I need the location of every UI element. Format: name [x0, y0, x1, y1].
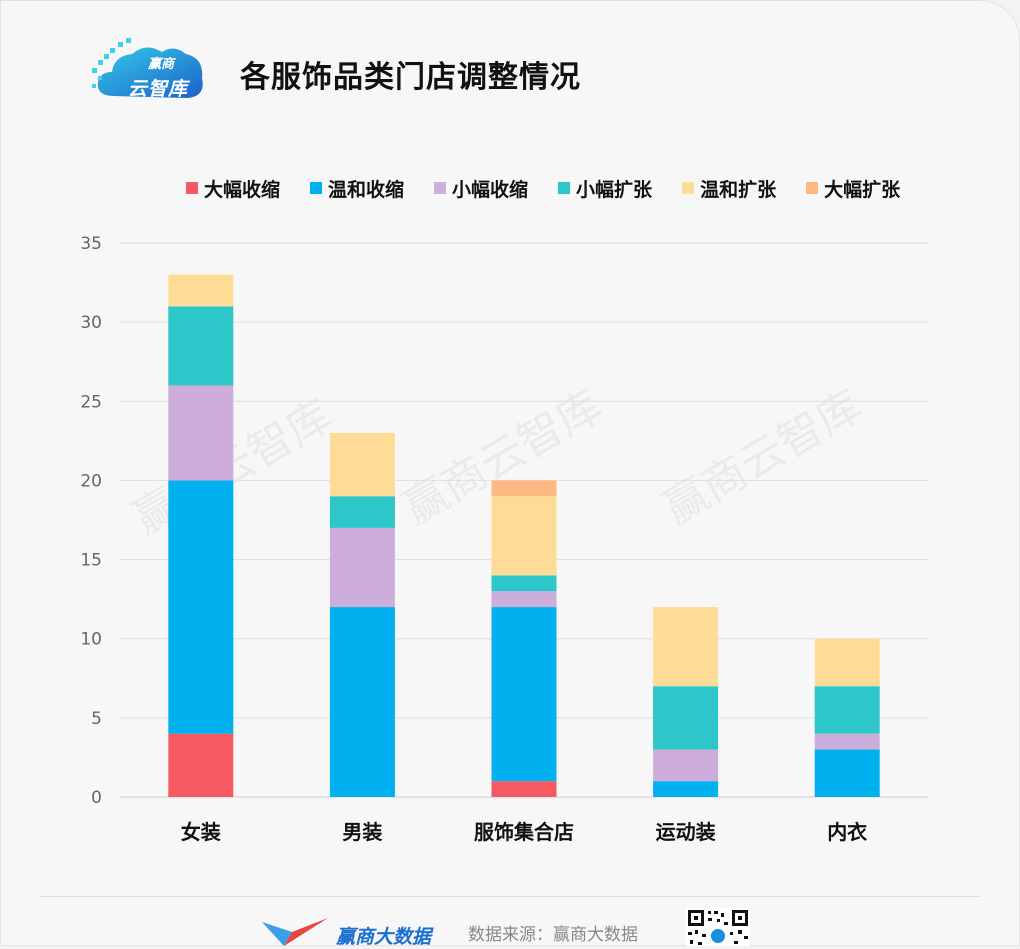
legend-label: 大幅扩张 [824, 178, 901, 201]
bar-segment [491, 781, 557, 797]
watermark-text: 赢商云智库 [655, 380, 871, 534]
legend-item-moderate-expand: 温和扩张 [682, 175, 776, 202]
bar-segment [168, 274, 234, 307]
chart-legend: 大幅收缩 温和收缩 小幅收缩 小幅扩张 温和扩张 大幅扩张 [186, 174, 900, 202]
bar-segment [491, 496, 557, 576]
bar-segment [653, 607, 719, 687]
y-tick-label: 20 [80, 471, 102, 491]
logo-text: 云智库 [128, 78, 189, 100]
legend-item-large-expand: 大幅扩张 [806, 175, 900, 202]
legend-swatch [682, 182, 695, 194]
bar-segment [491, 607, 557, 782]
legend-swatch [310, 182, 323, 194]
x-tick-label: 男装 [342, 820, 382, 844]
logo-sub-text: 赢商 [148, 57, 175, 72]
bar-segment [329, 432, 395, 497]
y-tick-label: 0 [91, 788, 102, 808]
bar-segment [168, 385, 234, 481]
footer-brand: 赢商大数据 [336, 926, 432, 948]
legend-item-moderate-shrink: 温和收缩 [310, 175, 404, 202]
x-tick-label: 内衣 [827, 820, 867, 844]
y-tick-label: 25 [80, 392, 102, 412]
qr-code-icon [686, 908, 750, 946]
footer-divider [40, 896, 980, 897]
legend-item-small-shrink: 小幅收缩 [434, 175, 528, 202]
bar-segment [491, 575, 557, 592]
data-source-text: 数据来源：赢商大数据 [468, 925, 638, 945]
x-tick-label: 运动装 [656, 820, 716, 844]
y-tick-label: 5 [91, 709, 102, 729]
bar-segment [168, 480, 234, 734]
legend-item-large-shrink: 大幅收缩 [186, 175, 280, 202]
legend-swatch [558, 182, 571, 194]
bar-segment [329, 607, 395, 797]
y-tick-label: 10 [80, 630, 102, 650]
bar-segment [814, 749, 880, 797]
bar-segment [491, 480, 557, 497]
bar-segment [491, 591, 557, 608]
legend-item-small-expand: 小幅扩张 [558, 175, 652, 202]
bar-segment [814, 686, 880, 734]
legend-swatch [806, 182, 819, 194]
bar-segment [329, 496, 395, 528]
bar-segment [653, 781, 719, 797]
bar-segment [653, 749, 719, 782]
legend-swatch [434, 182, 447, 194]
bar-segment [329, 527, 395, 608]
yingshang-cloud-logo [92, 38, 203, 98]
legend-label: 大幅收缩 [204, 178, 281, 201]
y-tick-label: 30 [80, 313, 102, 333]
bar-segment [168, 733, 234, 797]
y-tick-label: 15 [80, 551, 102, 571]
stacked-bar-chart: 赢商云智库赢商云智库赢商云智库05101520253035女装男装服饰集合店运动… [80, 234, 928, 844]
yingshang-bigdata-logo [262, 918, 328, 946]
bar-segment [168, 306, 234, 386]
bar-segment [814, 733, 880, 750]
x-tick-label: 女装 [181, 820, 221, 844]
y-tick-label: 35 [80, 234, 102, 254]
legend-label: 小幅收缩 [452, 178, 529, 201]
bar-segment [814, 638, 880, 687]
legend-swatch [186, 182, 198, 194]
x-tick-label: 服饰集合店 [474, 820, 574, 844]
legend-label: 温和收缩 [328, 178, 405, 201]
chart-title: 各服饰品类门店调整情况 [240, 60, 581, 95]
legend-label: 温和扩张 [700, 178, 777, 201]
legend-label: 小幅扩张 [576, 178, 653, 201]
bar-segment [653, 686, 719, 750]
